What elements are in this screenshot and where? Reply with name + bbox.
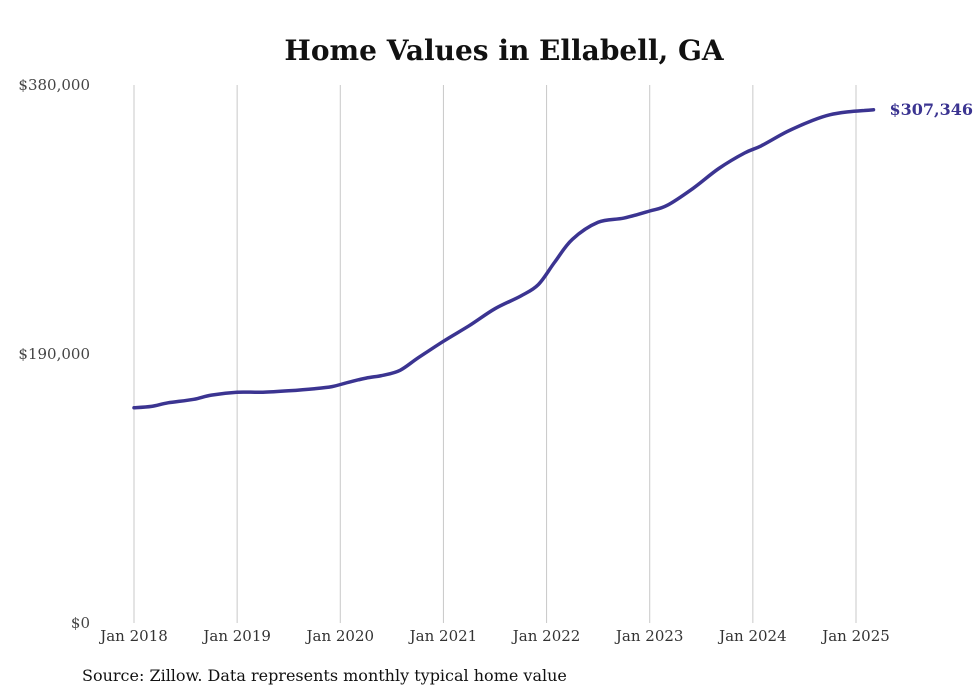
x-tick-label: Jan 2020 — [305, 627, 375, 645]
x-tick-label: Jan 2022 — [511, 627, 581, 645]
x-axis-ticks: Jan 2018 Jan 2019 Jan 2020 Jan 2021 Jan 2022… — [98, 627, 890, 645]
x-tick-label: Jan 2018 — [98, 627, 168, 645]
latest-value-label: $307,346 — [890, 100, 974, 119]
x-tick-label: Jan 2023 — [614, 627, 684, 645]
x-tick-label: Jan 2025 — [820, 627, 890, 645]
gridlines — [133, 85, 857, 623]
y-tick-label: $0 — [71, 614, 90, 632]
chart-title: Home Values in Ellabell, GA — [284, 34, 725, 67]
y-tick-label: $380,000 — [18, 76, 90, 94]
x-tick-label: Jan 2024 — [717, 627, 787, 645]
y-axis-ticks: $0 $190,000 $380,000 — [18, 76, 90, 632]
x-tick-label: Jan 2019 — [201, 627, 271, 645]
home-value-line — [132, 108, 876, 410]
source-note: Source: Zillow. Data represents monthly … — [82, 666, 567, 685]
x-tick-label: Jan 2021 — [408, 627, 478, 645]
y-tick-label: $190,000 — [18, 345, 90, 363]
series-layer — [132, 108, 876, 410]
